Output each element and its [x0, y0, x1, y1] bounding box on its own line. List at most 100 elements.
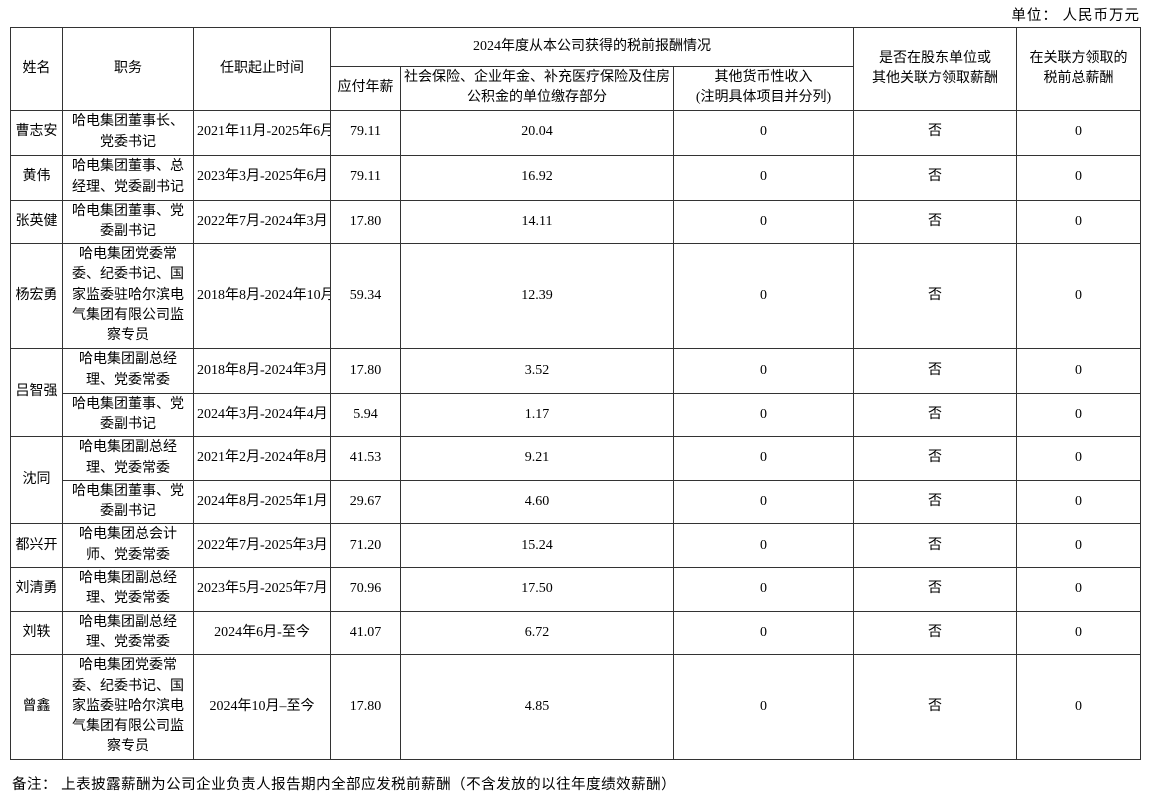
cell-position: 哈电集团党委常委、纪委书记、国家监委驻哈尔滨电气集团有限公司监察专员 — [62, 243, 194, 349]
table-row: 刘清勇 哈电集团副总经理、党委常委 2023年5月-2025年7月 70.96 … — [10, 567, 1142, 612]
cell-salary: 59.34 — [330, 243, 401, 349]
table-row: 哈电集团董事、党委副书记 2024年8月-2025年1月 29.67 4.60 … — [11, 479, 1142, 525]
table-row: 都兴开 哈电集团总会计师、党委常委 2022年7月-2025年3月 71.20 … — [10, 523, 1142, 569]
table-row: 刘轶 哈电集团副总经理、党委常委 2024年6月-至今 41.07 6.72 0… — [10, 610, 1142, 656]
cell-related-party: 否 — [853, 654, 1018, 760]
cell-insurance: 12.39 — [400, 243, 674, 349]
cell-related-total: 0 — [1016, 479, 1142, 525]
cell-term: 2024年10月–至今 — [193, 654, 331, 760]
header-row-sub: 应付年薪 社会保险、企业年金、补充医疗保险及住房公积金的单位缴存部分 其他货币性… — [11, 66, 1141, 111]
cell-related-total: 0 — [1016, 610, 1142, 656]
table-row: 杨宏勇 哈电集团党委常委、纪委书记、国家监委驻哈尔滨电气集团有限公司监察专员 2… — [10, 243, 1142, 349]
cell-related-party: 否 — [853, 523, 1018, 569]
cell-salary: 17.80 — [330, 347, 401, 394]
cell-insurance: 9.21 — [400, 436, 674, 481]
cell-name: 刘清勇 — [10, 567, 63, 612]
cell-related-total: 0 — [1016, 243, 1142, 349]
cell-salary: 79.11 — [330, 154, 401, 201]
col-header-salary: 应付年薪 — [330, 66, 401, 111]
cell-related-party: 否 — [853, 347, 1018, 394]
cell-related-total: 0 — [1016, 347, 1142, 394]
cell-salary: 29.67 — [330, 479, 401, 525]
cell-name: 曹志安 — [10, 109, 63, 156]
cell-related-total: 0 — [1016, 199, 1142, 245]
cell-insurance: 17.50 — [400, 567, 674, 612]
cell-related-party: 否 — [853, 154, 1018, 201]
cell-related-total: 0 — [1016, 109, 1142, 156]
cell-salary: 5.94 — [330, 392, 401, 438]
cell-other-income: 0 — [672, 654, 855, 760]
cell-other-income: 0 — [672, 154, 855, 201]
compensation-table: 姓名 职务 任职起止时间 2024年度从本公司获得的税前报酬情况 是否在股东单位… — [10, 27, 1142, 760]
cell-insurance: 4.85 — [400, 654, 674, 760]
col-header-related-total: 在关联方领取的 税前总薪酬 — [1016, 27, 1142, 111]
cell-position: 哈电集团副总经理、党委常委 — [62, 347, 194, 394]
cell-term: 2018年8月-2024年10月 — [193, 243, 331, 349]
cell-term: 2023年3月-2025年6月 — [193, 154, 331, 201]
cell-salary: 70.96 — [330, 567, 401, 612]
cell-other-income: 0 — [672, 523, 855, 569]
cell-related-total: 0 — [1016, 392, 1142, 438]
cell-other-income: 0 — [672, 479, 855, 525]
table-row: 张英健 哈电集团董事、党委副书记 2022年7月-2024年3月 17.80 1… — [10, 199, 1142, 245]
cell-insurance: 20.04 — [400, 109, 674, 156]
cell-salary: 41.53 — [330, 436, 401, 481]
cell-name: 杨宏勇 — [10, 243, 63, 349]
cell-other-income: 0 — [672, 109, 855, 156]
cell-related-total: 0 — [1016, 654, 1142, 760]
cell-name: 黄伟 — [10, 154, 63, 201]
col-header-name: 姓名 — [10, 27, 63, 111]
cell-salary: 71.20 — [330, 523, 401, 569]
col-header-comp-group: 2024年度从本公司获得的税前报酬情况 — [329, 27, 855, 67]
table-row: 曾鑫 哈电集团党委常委、纪委书记、国家监委驻哈尔滨电气集团有限公司监察专员 20… — [10, 654, 1142, 760]
cell-position: 哈电集团董事、党委副书记 — [62, 392, 194, 438]
cell-related-party: 否 — [853, 243, 1018, 349]
footnote: 备注： 上表披露薪酬为公司企业负责人报告期内全部应发税前薪酬（不含发放的以往年度… — [12, 776, 677, 793]
col-header-term: 任职起止时间 — [193, 27, 331, 111]
cell-term: 2018年8月-2024年3月 — [193, 347, 331, 394]
cell-term: 2024年3月-2024年4月 — [193, 392, 331, 438]
cell-insurance: 4.60 — [400, 479, 674, 525]
cell-other-income: 0 — [672, 199, 855, 245]
cell-insurance: 1.17 — [400, 392, 674, 438]
cell-related-party: 否 — [853, 567, 1018, 612]
cell-related-party: 否 — [853, 199, 1018, 245]
cell-name: 曾鑫 — [10, 654, 63, 760]
cell-term: 2022年7月-2024年3月 — [193, 199, 331, 245]
table-row: 吕智强 哈电集团副总经理、党委常委 2018年8月-2024年3月 17.80 … — [10, 347, 1142, 438]
cell-name: 刘轶 — [10, 610, 63, 656]
cell-related-party: 否 — [853, 436, 1018, 481]
cell-term: 2022年7月-2025年3月 — [193, 523, 331, 569]
col-header-position: 职务 — [62, 27, 194, 111]
header-row-group: 姓名 职务 任职起止时间 2024年度从本公司获得的税前报酬情况 是否在股东单位… — [10, 27, 1142, 111]
cell-position: 哈电集团副总经理、党委常委 — [62, 567, 194, 612]
cell-other-income: 0 — [672, 436, 855, 481]
unit-label: 单位： 人民币万元 — [1011, 8, 1140, 24]
cell-salary: 17.80 — [330, 199, 401, 245]
cell-related-total: 0 — [1016, 523, 1142, 569]
cell-name: 张英健 — [10, 199, 63, 245]
cell-related-party: 否 — [853, 479, 1018, 525]
cell-position: 哈电集团党委常委、纪委书记、国家监委驻哈尔滨电气集团有限公司监察专员 — [62, 654, 194, 760]
col-header-related-party: 是否在股东单位或 其他关联方领取薪酬 — [853, 27, 1018, 111]
cell-other-income: 0 — [672, 610, 855, 656]
cell-term: 2023年5月-2025年7月 — [193, 567, 331, 612]
cell-term: 2021年11月-2025年6月 — [193, 109, 331, 156]
cell-insurance: 3.52 — [400, 347, 674, 394]
cell-salary: 17.80 — [330, 654, 401, 760]
table-row: 曹志安 哈电集团董事长、党委书记 2021年11月-2025年6月 79.11 … — [10, 109, 1142, 156]
cell-related-total: 0 — [1016, 436, 1142, 481]
cell-other-income: 0 — [672, 243, 855, 349]
cell-position: 哈电集团董事、党委副书记 — [62, 199, 194, 245]
cell-position: 哈电集团总会计师、党委常委 — [62, 523, 194, 569]
cell-position: 哈电集团董事、总经理、党委副书记 — [62, 154, 194, 201]
cell-term: 2024年6月-至今 — [193, 610, 331, 656]
table-row: 哈电集团董事、党委副书记 2024年3月-2024年4月 5.94 1.17 0… — [11, 392, 1142, 438]
cell-related-party: 否 — [853, 109, 1018, 156]
cell-related-party: 否 — [853, 610, 1018, 656]
cell-position: 哈电集团副总经理、党委常委 — [62, 610, 194, 656]
cell-position: 哈电集团董事、党委副书记 — [62, 479, 194, 525]
cell-insurance: 6.72 — [400, 610, 674, 656]
cell-position: 哈电集团副总经理、党委常委 — [62, 436, 194, 481]
col-header-insurance: 社会保险、企业年金、补充医疗保险及住房公积金的单位缴存部分 — [400, 66, 674, 111]
